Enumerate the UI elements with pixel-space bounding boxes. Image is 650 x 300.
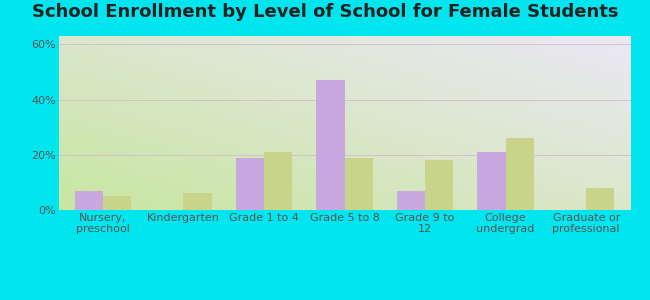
Bar [103,196,131,210]
Bar [317,80,345,210]
Bar [478,152,506,210]
Bar [75,191,103,210]
Text: School Enrollment by Level of School for Female Students: School Enrollment by Level of School for… [32,3,618,21]
Bar [397,191,425,210]
Bar [236,158,264,210]
Bar [506,138,534,210]
Bar [183,194,211,210]
Bar [344,158,372,210]
Bar [264,152,292,210]
Bar [586,188,614,210]
Bar [425,160,453,210]
